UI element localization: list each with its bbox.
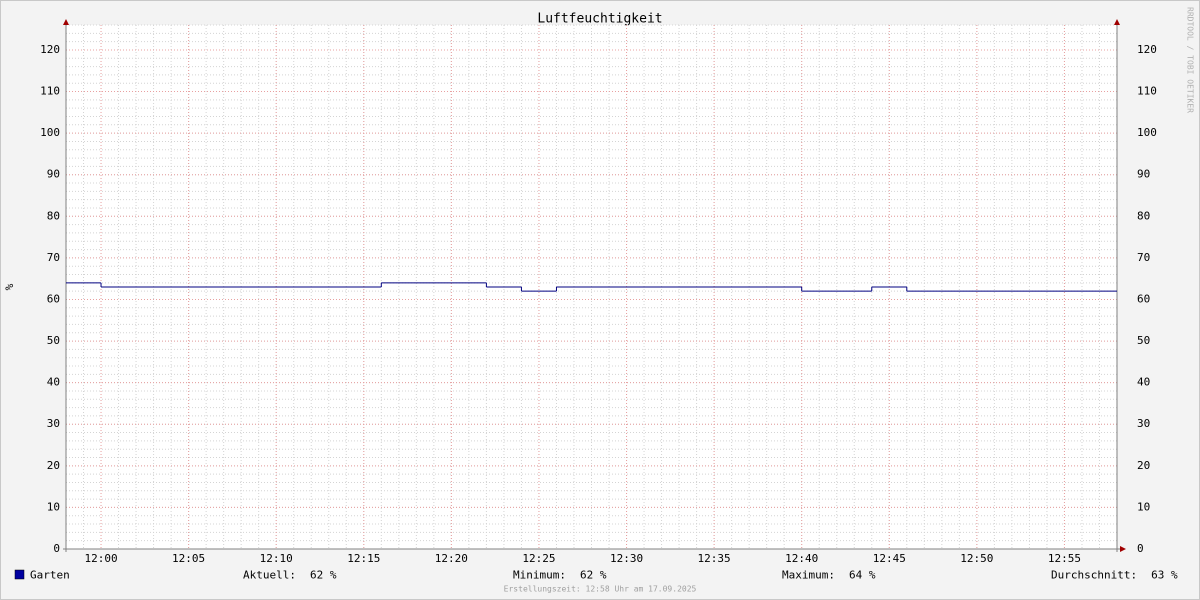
x-tick-label: 12:35 <box>698 552 731 565</box>
stat-label: Durchschnitt: <box>1051 569 1137 582</box>
axis-arrow <box>1114 19 1120 25</box>
stat-label: Maximum: <box>782 569 835 582</box>
x-tick-label: 12:25 <box>522 552 555 565</box>
y-tick-label: 110 <box>40 85 60 98</box>
y-tick-label: 0 <box>53 542 60 555</box>
y-tick-label: 100 <box>40 126 60 139</box>
axis-arrow <box>1120 546 1126 552</box>
watermark: RRDTOOL / TOBI OETIKER <box>1186 7 1195 113</box>
x-tick-label: 12:30 <box>610 552 643 565</box>
y-tick-label: 90 <box>47 168 60 181</box>
stat-value: 62 % <box>580 569 607 582</box>
footer: Erstellungszeit: 12:58 Uhr am 17.09.2025 <box>504 585 697 594</box>
x-tick-label: 12:00 <box>84 552 117 565</box>
x-tick-label: 12:45 <box>873 552 906 565</box>
y-tick-label: 60 <box>47 292 60 305</box>
y-tick-label-right: 10 <box>1137 500 1150 513</box>
y-tick-label-right: 20 <box>1137 459 1150 472</box>
axis-arrow <box>63 19 69 25</box>
y-tick-label: 70 <box>47 251 60 264</box>
x-tick-label: 12:05 <box>172 552 205 565</box>
x-tick-label: 12:40 <box>785 552 818 565</box>
y-tick-label: 10 <box>47 500 60 513</box>
stat-value: 64 % <box>849 569 876 582</box>
stat-value: 62 % <box>310 569 337 582</box>
x-tick-label: 12:50 <box>960 552 993 565</box>
y-tick-label-right: 80 <box>1137 209 1150 222</box>
legend-swatch <box>14 569 25 580</box>
x-tick-label: 12:15 <box>347 552 380 565</box>
y-tick-label-right: 90 <box>1137 168 1150 181</box>
x-tick-label: 12:55 <box>1048 552 1081 565</box>
chart-title: Luftfeuchtigkeit <box>537 12 662 27</box>
stat-value: 63 % <box>1151 569 1178 582</box>
x-tick-label: 12:20 <box>435 552 468 565</box>
y-tick-label: 20 <box>47 459 60 472</box>
y-tick-label-right: 120 <box>1137 43 1157 56</box>
y-tick-label: 80 <box>47 209 60 222</box>
y-tick-label: 40 <box>47 376 60 389</box>
y-tick-label-right: 0 <box>1137 542 1144 555</box>
y-tick-label-right: 40 <box>1137 376 1150 389</box>
y-axis-label: % <box>3 283 16 290</box>
y-tick-label: 120 <box>40 43 60 56</box>
y-tick-label: 50 <box>47 334 60 347</box>
y-tick-label-right: 60 <box>1137 292 1150 305</box>
legend-label: Garten <box>30 569 70 582</box>
y-tick-label-right: 30 <box>1137 417 1150 430</box>
y-tick-label-right: 110 <box>1137 85 1157 98</box>
stat-label: Aktuell: <box>243 569 296 582</box>
x-tick-label: 12:10 <box>260 552 293 565</box>
y-tick-label-right: 50 <box>1137 334 1150 347</box>
stat-label: Minimum: <box>513 569 566 582</box>
y-tick-label: 30 <box>47 417 60 430</box>
y-tick-label-right: 70 <box>1137 251 1150 264</box>
y-tick-label-right: 100 <box>1137 126 1157 139</box>
